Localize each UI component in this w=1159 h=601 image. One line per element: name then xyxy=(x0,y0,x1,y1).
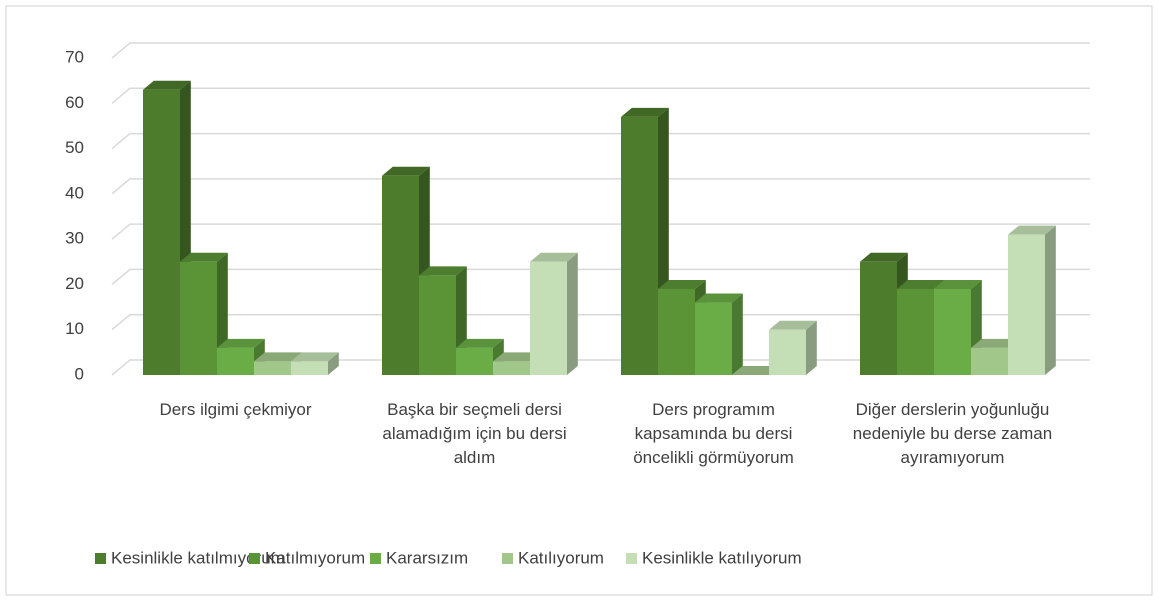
bar xyxy=(493,361,530,375)
y-tick-label: 20 xyxy=(65,274,84,293)
bar xyxy=(695,302,732,375)
x-tick-label-box: Ders ilgimi çekmiyor xyxy=(159,400,312,419)
y-tick-label: 70 xyxy=(65,47,84,66)
bar-top xyxy=(732,366,780,375)
legend-label: Kesinlikle katılıyorum xyxy=(642,548,802,567)
y-tick-label: 60 xyxy=(65,93,84,112)
y-tick-label: 10 xyxy=(65,319,84,338)
bar-top xyxy=(530,252,578,262)
bar-top xyxy=(971,338,1019,348)
bar-side xyxy=(732,293,743,375)
x-tick-label: Ders ilgimi çekmiyor xyxy=(159,400,312,419)
bar xyxy=(860,261,897,375)
legend-label: Kesinlikle katılmıyorum xyxy=(111,548,285,567)
bar-group xyxy=(382,166,430,375)
bar xyxy=(971,347,1008,375)
grid-line xyxy=(111,268,1090,286)
x-tick-label: Başka bir seçmeli dersi alamadığım için … xyxy=(382,400,567,467)
bar-top xyxy=(382,166,430,176)
y-tick-label: 30 xyxy=(65,229,84,248)
bar xyxy=(530,261,567,375)
bar xyxy=(456,347,493,375)
bar-top xyxy=(621,107,669,117)
bar-top xyxy=(180,252,228,262)
bar xyxy=(217,347,254,375)
legend-label: Katılmıyorum xyxy=(265,548,365,567)
bar-top xyxy=(934,279,982,289)
bar-group xyxy=(1008,225,1056,375)
bar-top xyxy=(897,279,945,289)
bar-side xyxy=(567,252,578,375)
bar xyxy=(254,361,291,375)
grid-line xyxy=(111,178,1090,195)
legend-swatch xyxy=(249,553,260,564)
x-tick-label-box: Başka bir seçmeli dersi alamadığım için … xyxy=(382,400,567,467)
y-tick-label: 40 xyxy=(65,183,84,202)
bar xyxy=(1008,234,1045,375)
bar-group xyxy=(769,320,817,375)
bar-top xyxy=(695,293,743,303)
grid-line xyxy=(111,132,1090,150)
bar xyxy=(143,89,180,375)
bar-side xyxy=(1045,225,1056,375)
bar-group xyxy=(530,252,578,375)
bar xyxy=(658,288,695,375)
bar-top xyxy=(1008,225,1056,235)
bar-top xyxy=(291,352,339,362)
bar-top xyxy=(217,338,265,348)
grid-line xyxy=(111,313,1090,331)
y-tick-label: 0 xyxy=(75,364,84,383)
legend-swatch xyxy=(95,553,106,564)
bar xyxy=(769,329,806,375)
grid-line xyxy=(111,87,1090,104)
bar-group xyxy=(732,366,780,375)
bar xyxy=(621,116,658,375)
bar-top xyxy=(254,352,302,362)
x-tick-label: Ders programım kapsamında bu dersi öncel… xyxy=(633,400,794,467)
legend-swatch xyxy=(370,553,381,564)
bar-group xyxy=(291,352,339,375)
x-tick-label-box: Diğer derslerin yoğunluğu nedeniyle bu d… xyxy=(852,400,1053,467)
bar-side xyxy=(328,352,339,375)
bar xyxy=(419,275,456,375)
bar-group xyxy=(695,293,743,375)
bar-top xyxy=(860,252,908,262)
bar-top xyxy=(419,266,467,276)
legend-label: Katılıyorum xyxy=(518,548,604,567)
bar xyxy=(382,175,419,375)
legend-swatch xyxy=(502,553,513,564)
x-tick-label: Diğer derslerin yoğunluğu nedeniyle bu d… xyxy=(852,400,1053,467)
legend-label: Kararsızım xyxy=(386,548,468,567)
bar-top xyxy=(658,279,706,289)
grid-line xyxy=(111,42,1090,59)
bar xyxy=(180,261,217,375)
bar-top xyxy=(493,352,541,362)
bar xyxy=(897,288,934,375)
legend-swatch xyxy=(626,553,637,564)
grid-line xyxy=(111,223,1090,240)
x-tick-label-box: Ders programım kapsamında bu dersi öncel… xyxy=(633,400,794,467)
bar xyxy=(934,288,971,375)
bar-top xyxy=(143,80,191,90)
y-tick-label: 50 xyxy=(65,138,84,157)
bar xyxy=(291,361,328,375)
bar-side xyxy=(806,320,817,375)
bar-top xyxy=(456,338,504,348)
bar-top xyxy=(769,320,817,330)
